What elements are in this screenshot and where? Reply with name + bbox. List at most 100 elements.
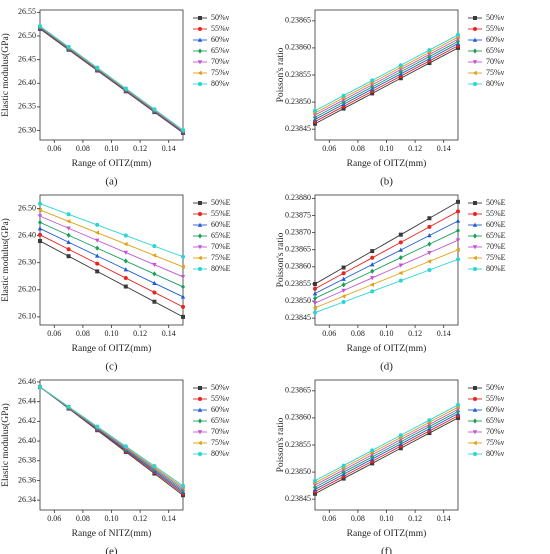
legend-label: 65%ν: [486, 46, 505, 55]
marker: [37, 226, 43, 231]
x-tick-label: 0.12: [408, 144, 422, 153]
y-axis-title: Poisson's ratio: [276, 47, 286, 102]
x-tick-label: 0.10: [105, 329, 119, 338]
panel-label: (e): [105, 546, 118, 554]
y-tick-label: 26.40: [18, 230, 36, 239]
x-axis-title: Range of OITZ(mm): [72, 158, 152, 169]
marker: [370, 249, 375, 254]
series-line: [314, 43, 459, 120]
marker: [427, 418, 432, 423]
legend-marker: [472, 440, 477, 446]
marker: [123, 444, 128, 449]
marker: [152, 253, 157, 258]
marker: [66, 254, 71, 259]
marker: [312, 305, 317, 311]
x-tick-label: 0.08: [76, 329, 90, 338]
marker: [341, 276, 346, 281]
legend-marker: [198, 212, 202, 216]
legend-marker: [472, 430, 478, 435]
marker: [312, 291, 318, 296]
legend-marker: [197, 37, 203, 42]
panel-label: (d): [380, 361, 393, 373]
marker: [95, 424, 100, 429]
x-axis-title: Range of OITZ(mm): [347, 343, 427, 354]
x-tick-label: 0.08: [76, 514, 90, 523]
legend-marker: [473, 233, 477, 239]
legend-label: 75%E: [486, 253, 506, 262]
legend-label: 60%E: [211, 220, 231, 229]
marker: [123, 284, 128, 289]
marker: [152, 271, 157, 277]
legend-marker: [473, 201, 477, 205]
legend-label: 55%ν: [486, 394, 505, 403]
series-line: [314, 415, 459, 492]
legend-label: 55%ν: [211, 24, 230, 33]
y-tick-label: 0.23855: [285, 440, 311, 449]
panel-label: (f): [381, 546, 392, 554]
x-tick-label: 0.14: [162, 144, 176, 153]
marker: [370, 448, 375, 453]
x-tick-label: 0.14: [437, 514, 451, 523]
marker: [180, 274, 186, 280]
panel-label: (a): [105, 176, 118, 188]
legend-marker: [472, 60, 478, 65]
y-tick-label: 0.23860: [285, 413, 311, 422]
marker: [341, 93, 346, 98]
y-tick-label: 26.20: [18, 285, 36, 294]
marker: [95, 253, 100, 258]
marker: [341, 300, 346, 305]
legend-marker: [473, 397, 477, 401]
x-tick-label: 0.06: [47, 514, 61, 523]
marker: [313, 478, 317, 483]
marker: [398, 232, 403, 237]
legend-label: 55%E: [486, 209, 506, 218]
panel: 0.23845 0.23850 0.23855 0.23860 0.23865 0.238…: [276, 193, 505, 372]
marker: [181, 254, 185, 259]
plot-frame: [39, 9, 184, 141]
marker: [37, 207, 42, 213]
marker: [398, 270, 403, 276]
panel: 0.23845 0.23850 0.23855 0.23860 0.23865 0.06 0…: [276, 9, 505, 188]
marker: [455, 218, 461, 223]
series-line: [39, 240, 184, 318]
x-tick-label: 0.06: [47, 329, 61, 338]
y-tick-label: 26.10: [18, 312, 36, 321]
y-axis-title: Poisson's ratio: [276, 417, 286, 472]
x-tick-label: 0.08: [351, 514, 365, 523]
marker: [123, 233, 128, 238]
marker: [341, 265, 346, 270]
legend-marker: [198, 48, 202, 54]
legend-label: 70%E: [211, 242, 231, 251]
marker: [66, 219, 71, 224]
series-line: [39, 234, 184, 308]
legend-marker: [472, 255, 477, 261]
marker: [341, 288, 346, 293]
legend-marker: [198, 82, 202, 86]
x-tick-label: 0.10: [105, 514, 119, 523]
marker: [427, 216, 432, 221]
y-axis-title: Elastic modulus(GPa): [0, 218, 11, 302]
legend-label: 65%ν: [486, 416, 505, 425]
marker: [95, 261, 100, 266]
marker: [95, 65, 100, 70]
panel-label: (b): [380, 176, 393, 188]
series-line: [314, 411, 459, 488]
legend-label: 65%ν: [211, 416, 230, 425]
y-tick-label: 0.23855: [285, 279, 311, 288]
x-tick-label: 0.14: [162, 329, 176, 338]
legend-label: 50%ν: [211, 383, 230, 392]
marker: [370, 262, 375, 267]
series-line: [314, 406, 459, 484]
legend-marker: [197, 255, 202, 261]
y-tick-label: 0.23875: [285, 210, 311, 219]
marker: [456, 227, 460, 234]
marker: [66, 44, 71, 49]
series-line: [314, 404, 459, 482]
marker: [456, 199, 460, 204]
marker: [95, 245, 100, 251]
legend-label: 60%ν: [211, 405, 230, 414]
y-tick-label: 0.23880: [285, 193, 311, 202]
x-tick-label: 0.14: [162, 514, 176, 523]
series-line: [314, 36, 459, 114]
